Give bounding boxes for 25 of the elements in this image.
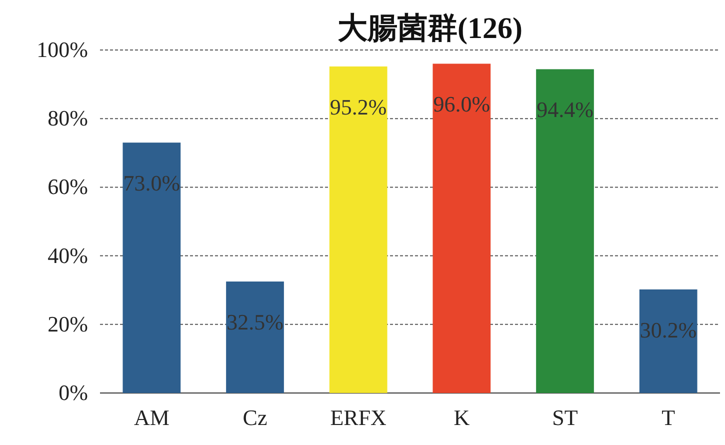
data-label: 96.0% (433, 92, 490, 117)
y-tick-label: 40% (48, 242, 88, 268)
x-tick-label: T (662, 405, 676, 430)
chart-title: 大腸菌群(126) (338, 12, 522, 45)
bar (432, 64, 491, 393)
x-tick-label: Cz (242, 405, 268, 430)
bar (536, 69, 594, 393)
bar (122, 142, 181, 393)
x-tick-label: K (454, 405, 470, 430)
x-tick-label: ERFX (330, 405, 387, 430)
data-label: 30.2% (640, 317, 697, 342)
x-tick-label: AM (134, 405, 170, 430)
y-tick-label: 60% (48, 174, 88, 200)
y-tick-label: 20% (48, 311, 88, 336)
bar (226, 282, 284, 393)
y-tick-label: 80% (48, 106, 88, 131)
y-tick-label: 100% (36, 37, 88, 62)
data-label: 95.2% (330, 94, 387, 120)
x-tick-label: ST (552, 405, 578, 430)
data-label: 94.4% (536, 97, 594, 122)
data-label: 32.5% (226, 310, 284, 335)
bar (329, 66, 388, 393)
data-label: 73.0% (123, 170, 180, 196)
bar (639, 289, 698, 393)
y-tick-label: 0% (58, 380, 88, 405)
